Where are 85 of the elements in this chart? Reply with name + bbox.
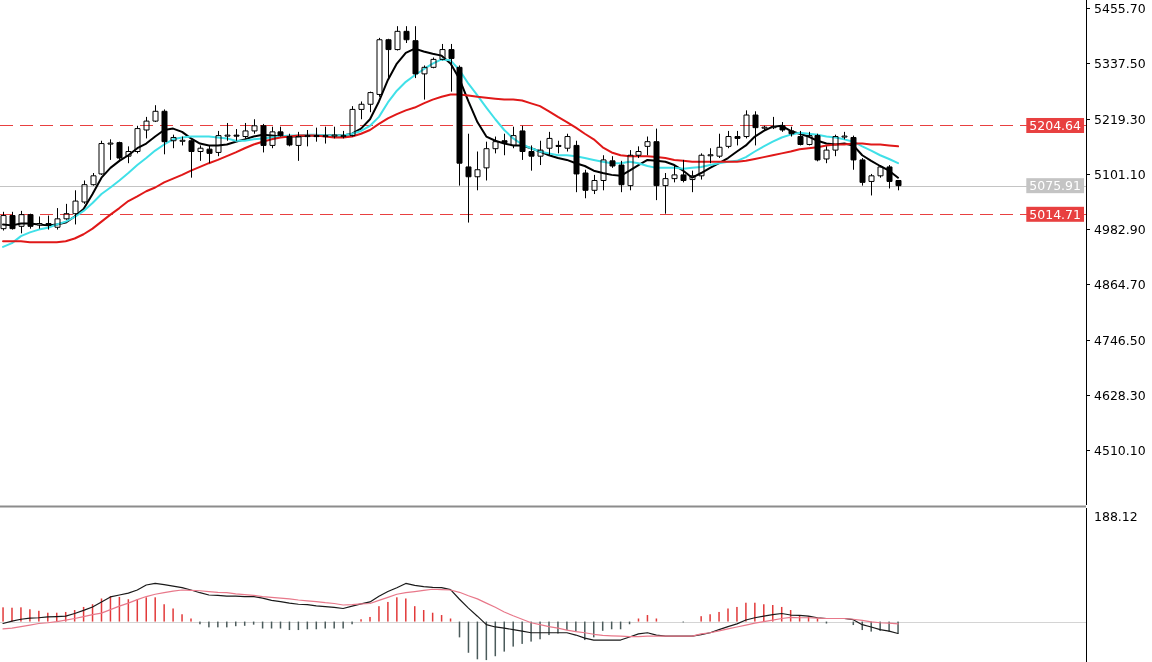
candlestick <box>591 174 598 195</box>
candlestick <box>886 164 893 189</box>
candlestick <box>671 164 678 183</box>
candlestick <box>197 144 204 162</box>
candlestick <box>546 131 553 156</box>
candlestick <box>474 151 481 191</box>
candlestick <box>725 130 732 149</box>
candlestick <box>492 136 499 154</box>
candlestick <box>761 125 768 132</box>
candlestick <box>421 64 428 101</box>
candlestick <box>618 160 625 193</box>
candlestick <box>832 134 839 157</box>
candlestick <box>170 134 177 149</box>
candlestick <box>116 141 123 161</box>
candlestick <box>295 131 302 162</box>
candlestick <box>662 172 669 215</box>
candlestick <box>653 128 660 201</box>
candlestick <box>841 131 848 140</box>
candlestick <box>555 140 562 154</box>
candlestick <box>107 138 114 161</box>
candlestick <box>188 138 195 179</box>
candlestick <box>609 155 616 169</box>
candlestick <box>233 128 240 142</box>
candlestick <box>868 173 875 196</box>
candlestick <box>430 57 437 69</box>
candlestick <box>779 121 786 133</box>
candlestick <box>770 116 777 130</box>
line-series <box>2 58 900 248</box>
candlestick <box>242 122 249 139</box>
candlestick <box>689 170 696 193</box>
candlestick <box>600 154 607 191</box>
candlestick <box>797 130 804 146</box>
candlestick <box>143 116 150 139</box>
candlestick <box>63 203 70 221</box>
candlestick <box>707 147 714 164</box>
candlestick <box>90 172 97 187</box>
candlestick <box>358 100 365 120</box>
candlestick <box>322 126 329 145</box>
candlestick <box>850 135 857 171</box>
candlestick <box>152 104 159 123</box>
candlestick <box>716 133 723 159</box>
candlestick <box>456 64 463 187</box>
candlestick <box>340 130 347 139</box>
candlestick <box>680 159 687 183</box>
candlestick <box>286 133 293 147</box>
candlestick <box>510 126 517 149</box>
y-tick-label: 4746.50 <box>1094 333 1146 348</box>
candlestick <box>582 169 589 199</box>
candlestick <box>644 136 651 156</box>
candlestick <box>465 133 472 224</box>
y-tick-label: 5455.70 <box>1094 1 1146 16</box>
candlestick <box>519 125 526 161</box>
candlestick <box>367 91 374 113</box>
candlestick <box>573 140 580 193</box>
y-tick-label: 4864.70 <box>1094 277 1146 292</box>
candlestick <box>260 123 267 153</box>
candlestick <box>125 145 132 164</box>
candlestick <box>734 130 741 146</box>
y-tick-label: 5219.30 <box>1094 112 1146 127</box>
candlestick <box>752 110 759 146</box>
candlestick <box>403 25 410 44</box>
candlestick <box>501 133 508 156</box>
candlestick <box>331 126 338 139</box>
candlestick <box>877 164 884 179</box>
candlestick <box>528 144 535 172</box>
candlestick <box>215 130 222 157</box>
candlestick <box>304 129 311 147</box>
y-tick-label: 4628.30 <box>1094 388 1146 403</box>
candlestick <box>859 157 866 187</box>
candlestick <box>224 122 231 142</box>
y-tick-label: 4982.90 <box>1094 222 1146 237</box>
candlestick <box>179 136 186 146</box>
y-tick-label: 4510.10 <box>1094 443 1146 458</box>
candlestick <box>823 145 830 164</box>
y-tick-label: 5337.50 <box>1094 56 1146 71</box>
candlestick <box>564 133 571 152</box>
candlestick <box>788 126 795 138</box>
candlestick <box>537 140 544 166</box>
candlestick <box>206 144 213 164</box>
candlestick <box>161 108 168 155</box>
text: 188.12 <box>1094 508 1138 524</box>
y-tick-label: 5101.10 <box>1094 167 1146 182</box>
line-series <box>2 93 900 244</box>
candlestick <box>313 127 320 143</box>
candlestick <box>251 118 258 135</box>
